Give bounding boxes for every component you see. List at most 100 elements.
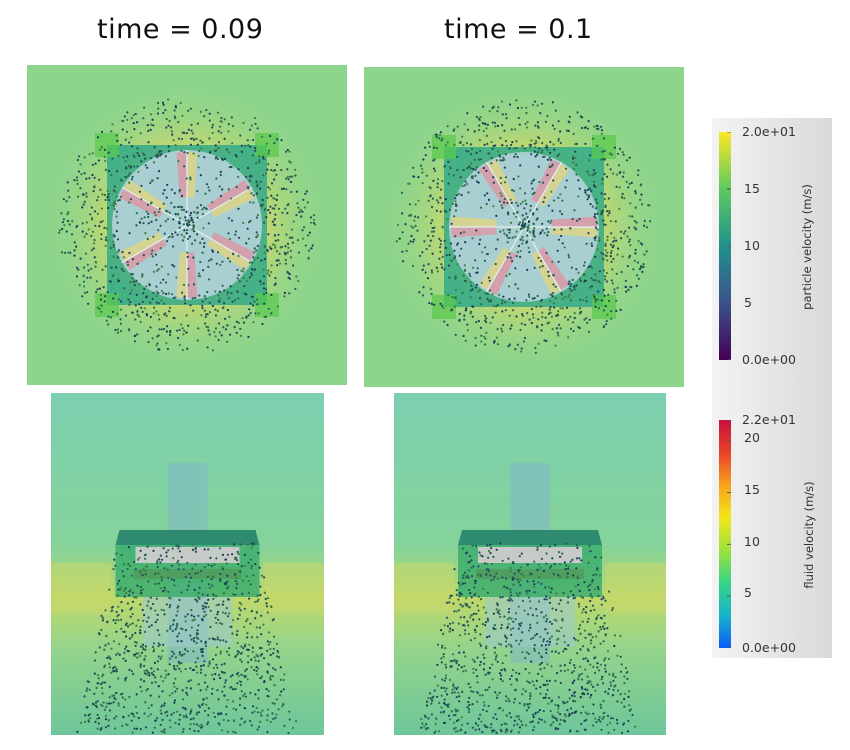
- particle-point: [512, 620, 515, 623]
- particle-point: [239, 680, 243, 684]
- particle-point: [295, 213, 298, 217]
- particle-point: [482, 587, 485, 590]
- particle-point: [153, 661, 157, 664]
- particle-point: [573, 700, 577, 703]
- particle-point: [208, 660, 211, 663]
- particle-point: [155, 597, 158, 600]
- particle-point: [422, 158, 425, 161]
- particle-point: [482, 662, 486, 665]
- particle-point: [244, 720, 247, 723]
- fluid-tick-10: 10: [744, 534, 760, 549]
- particle-point: [131, 622, 134, 625]
- particle-point: [512, 212, 515, 215]
- particle-point: [286, 149, 289, 152]
- particle-point: [565, 129, 569, 132]
- particle-point: [430, 205, 434, 209]
- particle-point: [163, 613, 166, 616]
- particle-point: [122, 575, 125, 578]
- particle-point: [454, 275, 457, 278]
- particle-point: [166, 568, 169, 571]
- particle-point: [579, 665, 582, 668]
- particle-point: [85, 221, 89, 224]
- particle-point: [246, 543, 249, 546]
- particle-point: [515, 578, 518, 581]
- particle-point: [440, 263, 443, 266]
- particle-point: [520, 224, 523, 227]
- particle-point: [193, 722, 196, 726]
- particle-point: [203, 309, 206, 312]
- particle-point: [571, 217, 574, 221]
- particle-point: [199, 260, 202, 264]
- particle-point: [492, 105, 495, 108]
- particle-point: [426, 277, 430, 280]
- particle-point: [128, 637, 131, 640]
- particle-point: [265, 172, 268, 175]
- particle-point: [161, 101, 165, 104]
- particle-point: [161, 680, 164, 683]
- particle-point: [75, 266, 79, 269]
- particle-point: [197, 624, 200, 627]
- particle-point: [149, 694, 152, 697]
- particle-point: [241, 579, 244, 582]
- particle-point: [487, 152, 490, 155]
- particle-point: [621, 255, 624, 258]
- particle-point: [560, 234, 563, 238]
- particle-point: [146, 604, 149, 607]
- particle-point: [165, 292, 168, 296]
- particle-point: [93, 185, 96, 188]
- particle-point: [514, 267, 517, 270]
- particle-point: [643, 219, 646, 222]
- particle-point: [129, 623, 132, 626]
- particle-point: [96, 717, 99, 720]
- particle-point: [167, 590, 170, 593]
- particle-point: [235, 331, 238, 334]
- particle-point: [537, 672, 540, 675]
- particle-point: [211, 658, 215, 661]
- particle-point: [449, 622, 452, 625]
- particle-point: [157, 268, 160, 271]
- particle-point: [192, 221, 195, 224]
- particle-point: [246, 227, 249, 230]
- particle-point: [173, 699, 176, 702]
- particle-point: [111, 605, 114, 608]
- particle-point: [164, 155, 167, 158]
- particle-point: [453, 660, 457, 663]
- particle-point: [577, 677, 580, 680]
- particle-point: [157, 210, 160, 213]
- particle-point: [205, 644, 208, 648]
- particle-point: [95, 280, 98, 283]
- side-view-plot-t009: [51, 393, 324, 735]
- particle-point: [606, 714, 610, 717]
- particle-point: [128, 668, 131, 671]
- particle-point: [496, 660, 499, 663]
- particle-point: [273, 244, 276, 247]
- particle-point: [503, 667, 506, 671]
- particle-point: [183, 235, 186, 239]
- particle-point: [251, 544, 254, 547]
- particle-point: [551, 124, 554, 127]
- particle-point: [542, 683, 545, 686]
- particle-point: [242, 221, 245, 224]
- particle-point: [519, 221, 522, 224]
- particle-point: [546, 683, 549, 686]
- particle-point: [196, 122, 199, 125]
- blade-high-velocity: [206, 179, 251, 211]
- particle-point: [607, 197, 610, 200]
- particle-point: [297, 280, 300, 283]
- particle-point: [580, 686, 583, 689]
- particle-point: [262, 293, 265, 296]
- particle-point: [401, 212, 404, 215]
- particle-point: [209, 625, 212, 629]
- particle-point: [505, 117, 508, 120]
- particle-point: [506, 236, 510, 239]
- particle-point: [85, 195, 88, 198]
- particle-point: [543, 339, 546, 342]
- particle-point: [177, 605, 180, 608]
- particle-point: [421, 167, 424, 170]
- particle-point: [73, 241, 76, 244]
- particle-point: [163, 586, 166, 589]
- particle-point: [459, 232, 462, 235]
- particle-point: [172, 623, 175, 626]
- particle-point: [446, 218, 449, 221]
- particle-point: [182, 333, 185, 336]
